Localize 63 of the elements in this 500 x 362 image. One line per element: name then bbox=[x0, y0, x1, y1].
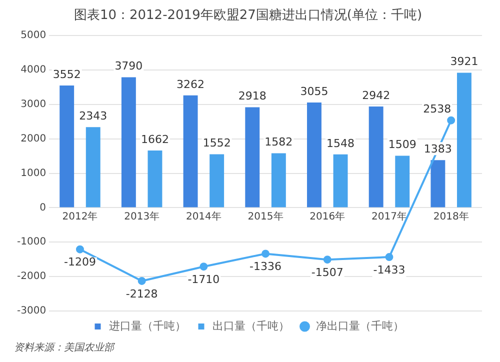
bar bbox=[60, 85, 74, 208]
y-tick-label: 3000 bbox=[20, 99, 46, 110]
data-label: 2343 bbox=[79, 109, 108, 122]
point bbox=[385, 253, 394, 262]
point bbox=[138, 276, 146, 285]
bar bbox=[333, 154, 348, 208]
y-tick-label: 4000 bbox=[20, 64, 46, 76]
data-label: 3921 bbox=[450, 55, 478, 68]
data-label: -1433 bbox=[373, 263, 406, 276]
bar bbox=[271, 153, 286, 208]
data-label: 1548 bbox=[326, 136, 355, 150]
bar bbox=[86, 127, 100, 208]
y-tick-label: -2000 bbox=[16, 271, 46, 282]
data-label: 2538 bbox=[423, 102, 452, 116]
bar bbox=[245, 107, 260, 208]
data-label: 1662 bbox=[140, 132, 169, 146]
bar bbox=[210, 154, 224, 208]
bar bbox=[456, 72, 472, 208]
data-label: 2942 bbox=[362, 88, 390, 102]
x-tick-label: 2017年 bbox=[372, 210, 407, 222]
y-tick-label: 5000 bbox=[20, 30, 46, 42]
bar bbox=[430, 160, 446, 208]
data-label: 3552 bbox=[52, 68, 81, 81]
x-tick-label: 2014年 bbox=[186, 210, 222, 222]
data-label: -1209 bbox=[64, 256, 96, 269]
x-tick-label: 2013年 bbox=[124, 210, 160, 222]
legend-label: 净出口量（千吨） bbox=[316, 319, 404, 332]
y-tick-label: -3000 bbox=[16, 306, 46, 317]
data-label: 1509 bbox=[388, 138, 416, 152]
point bbox=[323, 256, 332, 264]
bar bbox=[368, 106, 384, 208]
data-label: 3790 bbox=[114, 60, 143, 73]
x-tick-label: 2012年 bbox=[62, 210, 98, 222]
data-label: 1383 bbox=[424, 142, 452, 156]
point bbox=[76, 245, 84, 254]
y-tick-label: -1000 bbox=[16, 236, 46, 248]
y-tick-label: 1000 bbox=[20, 168, 46, 179]
data-label: -1336 bbox=[250, 260, 282, 274]
data-label: -1710 bbox=[188, 272, 220, 286]
x-tick-label: 2018年 bbox=[433, 210, 469, 222]
bar bbox=[121, 77, 136, 208]
bar bbox=[307, 102, 322, 208]
x-tick-label: 2015年 bbox=[248, 210, 284, 222]
data-label: -1507 bbox=[311, 266, 344, 279]
legend-label: 出口量（千吨） bbox=[212, 319, 290, 332]
point bbox=[200, 262, 208, 271]
data-label: 1582 bbox=[264, 136, 293, 149]
data-label: 1552 bbox=[202, 136, 231, 150]
y-tick-label: 2000 bbox=[20, 133, 46, 144]
text: 资料来源：美国农业部 bbox=[14, 342, 116, 354]
bar bbox=[395, 156, 410, 208]
legend-label: 进口量（千吨） bbox=[108, 319, 186, 332]
x-tick-label: 2016年 bbox=[310, 210, 346, 222]
bar bbox=[148, 150, 162, 208]
point bbox=[447, 116, 456, 124]
data-label: 3262 bbox=[176, 78, 205, 91]
bar bbox=[183, 95, 198, 208]
y-tick-label: 0 bbox=[40, 202, 46, 214]
data-label: 2918 bbox=[238, 90, 266, 103]
data-label: -2128 bbox=[126, 287, 158, 300]
point bbox=[262, 250, 270, 258]
chart-title: 图表10：2012-2019年欧盟27国糖进出口情况(单位：千吨) bbox=[74, 8, 422, 24]
data-label: 3055 bbox=[300, 84, 328, 98]
